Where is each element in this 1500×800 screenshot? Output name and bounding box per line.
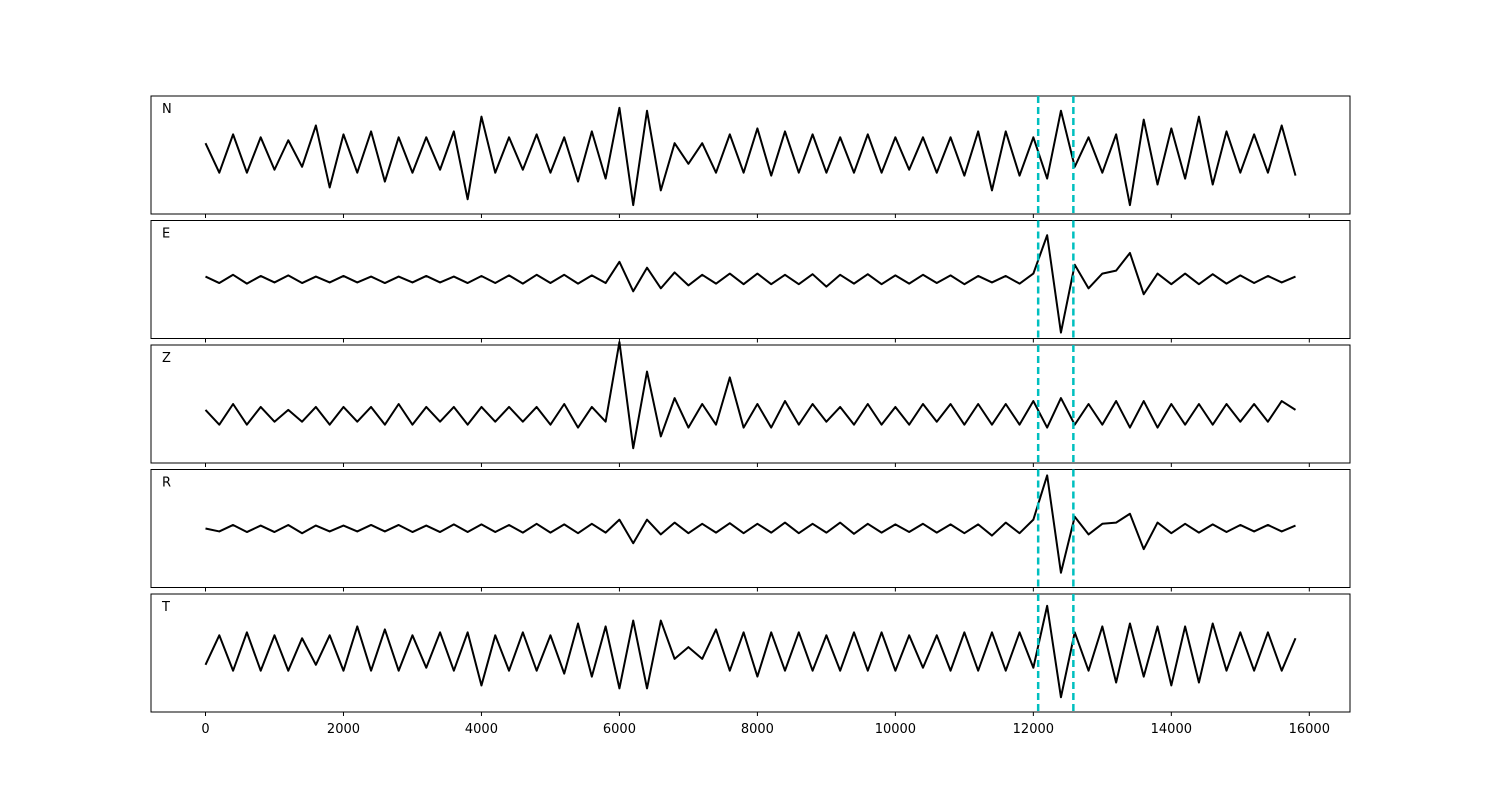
x-tick-label: 2000: [327, 722, 360, 737]
x-tick-label: 14000: [1151, 722, 1192, 737]
x-tick-label: 8000: [741, 722, 774, 737]
panel-label: E: [162, 227, 170, 242]
x-tick-label: 0: [201, 722, 209, 737]
trace: [204, 106, 1297, 207]
x-tick-label: 4000: [465, 722, 498, 737]
panel-frame: [150, 95, 1351, 215]
trace: [205, 234, 1296, 334]
trace: [205, 474, 1296, 574]
panel-label: T: [161, 600, 170, 615]
x-tick-label: 10000: [875, 722, 916, 737]
panel-label: Z: [162, 351, 171, 366]
x-tick-label: 6000: [603, 722, 636, 737]
panel-label: N: [162, 102, 172, 117]
x-tick-label: 12000: [1013, 722, 1054, 737]
panel-label: R: [162, 476, 171, 491]
x-tick-label: 16000: [1289, 722, 1330, 737]
panel-frame: [150, 344, 1351, 464]
trace: [204, 341, 1297, 450]
trace: [204, 604, 1297, 699]
